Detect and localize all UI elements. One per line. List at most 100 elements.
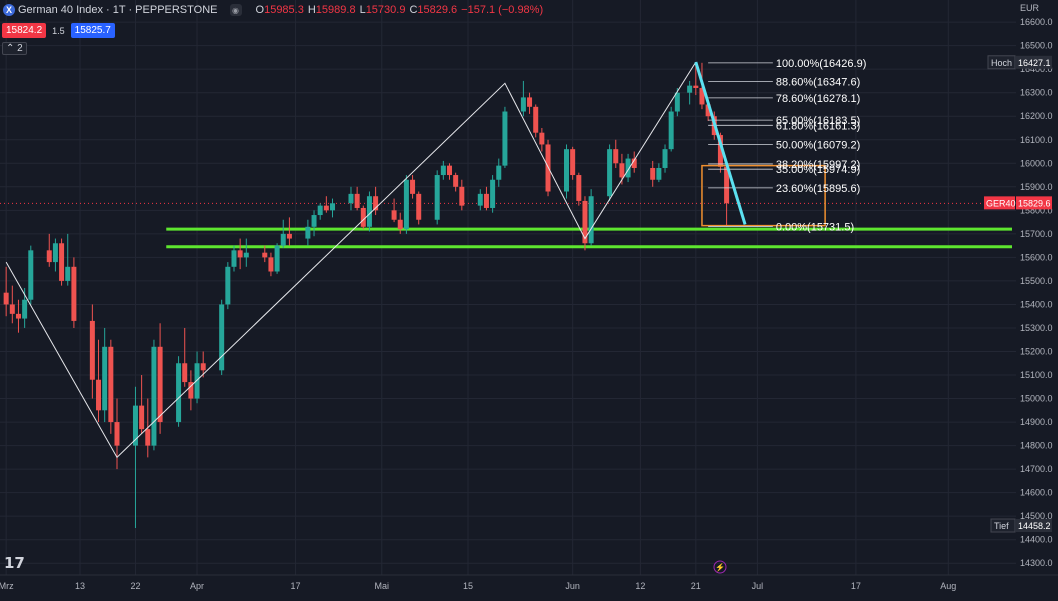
x-tick-label: 17 <box>291 581 301 591</box>
candle-body <box>46 250 52 263</box>
high-tag-box <box>987 55 1016 70</box>
candle <box>194 351 200 404</box>
time-axis: Mrz 13 22 Apr 17 Mai 15 Jun 12 21 Jul 17 Aug <box>0 574 1058 591</box>
candle <box>360 205 366 230</box>
candle <box>397 212 403 234</box>
candle-body <box>151 346 157 446</box>
candle <box>200 351 206 378</box>
chevron-icon: ⌃ <box>6 43 15 54</box>
candle <box>280 219 286 248</box>
candle <box>502 106 508 168</box>
candle <box>268 252 274 277</box>
fib-level-label: 65.00%(16183.5) <box>776 115 860 127</box>
bolt-icon-circle <box>713 560 727 574</box>
candle <box>28 245 34 305</box>
candle-body <box>410 179 416 194</box>
x-tick-label: 12 <box>635 581 645 591</box>
candle-body <box>662 149 668 168</box>
candle-body <box>317 205 323 216</box>
candle-body <box>360 207 366 227</box>
candle-body <box>527 97 533 107</box>
x-tick-label: Mai <box>375 581 390 591</box>
candle <box>656 163 662 183</box>
candle-body <box>570 149 576 176</box>
candle <box>274 243 280 274</box>
indicator-collapse-button[interactable]: ⌃ 2 <box>2 42 27 55</box>
last-price-box <box>1016 196 1052 210</box>
candle-body <box>693 85 699 88</box>
candle-body <box>539 132 545 145</box>
range-box <box>701 164 826 227</box>
symbol-logo-icon: X <box>3 4 15 16</box>
candle-body <box>102 346 108 411</box>
candle <box>483 186 489 211</box>
candle <box>225 262 231 310</box>
candle <box>243 238 249 267</box>
candle <box>132 386 138 528</box>
candle <box>188 370 194 411</box>
low-value: 15730.9 <box>365 4 406 16</box>
y-tick-label: 16300.0 <box>1020 88 1053 98</box>
x-tick-label: 21 <box>691 581 701 591</box>
candle <box>71 257 77 328</box>
candle <box>311 210 317 237</box>
candle-body <box>613 149 619 164</box>
candle-body <box>268 257 274 272</box>
candle-body <box>71 266 77 321</box>
candle-body <box>607 149 613 197</box>
candle <box>570 146 576 180</box>
candle <box>237 238 243 270</box>
candle-body <box>533 106 539 133</box>
fib-level-label: 38.20%(15997.2) <box>776 159 860 171</box>
candle <box>391 198 397 223</box>
candle-body <box>354 193 360 208</box>
candle <box>496 158 502 187</box>
candle-body <box>274 245 280 272</box>
candle <box>434 170 440 225</box>
price-axis: EUR 16600.0 16500.0 16400.0 16300.0 16200.0 16… <box>984 3 1053 568</box>
candle <box>89 304 95 399</box>
bid-price-button[interactable]: 15824.2 <box>2 23 47 38</box>
candle-body <box>496 165 502 180</box>
candle-body <box>262 252 268 258</box>
candle-body <box>724 166 730 204</box>
candle-body <box>231 250 237 267</box>
candle-body <box>490 179 496 208</box>
candle-body <box>22 299 28 319</box>
fib-level-label: 100.00%(16426.9) <box>776 58 867 70</box>
tradingview-logo-icon[interactable]: 17 <box>4 554 25 572</box>
candle-body <box>330 203 336 211</box>
candle-body <box>391 210 397 220</box>
candle-body <box>114 422 120 446</box>
fib-level-label: 23.60%(15895.6) <box>776 183 860 195</box>
candle-body <box>89 320 95 380</box>
candle <box>3 266 9 317</box>
candle-body <box>176 363 182 423</box>
candle <box>662 144 668 173</box>
close-label: C <box>409 4 418 16</box>
candle-body <box>219 304 225 371</box>
candle-body <box>305 226 311 239</box>
fib-level-label: 0.00%(15731.5) <box>776 221 854 233</box>
candle <box>527 92 533 114</box>
candle <box>539 127 545 152</box>
symbol-title[interactable]: German 40 Index · 1T · PEPPERSTONE <box>18 4 218 16</box>
candle-body <box>366 196 372 227</box>
fib-level-label: 35.00%(15974.9) <box>776 164 860 176</box>
y-tick-label: 16500.0 <box>1020 41 1053 51</box>
candle <box>9 285 15 324</box>
eye-icon[interactable]: ◉ <box>229 4 242 16</box>
x-tick-label: Jul <box>752 581 764 591</box>
candle-body <box>631 158 637 168</box>
ask-price-button[interactable]: 15825.7 <box>70 23 115 38</box>
candle <box>108 339 114 434</box>
candle-body <box>323 205 329 211</box>
candle-body <box>563 149 569 192</box>
high-value-label: 16427.1 <box>1018 58 1051 68</box>
fib-level-label: 50.00%(16079.2) <box>776 140 860 152</box>
candle <box>231 245 237 272</box>
candle-body <box>440 165 446 176</box>
candle <box>459 179 465 211</box>
candle <box>102 327 108 423</box>
